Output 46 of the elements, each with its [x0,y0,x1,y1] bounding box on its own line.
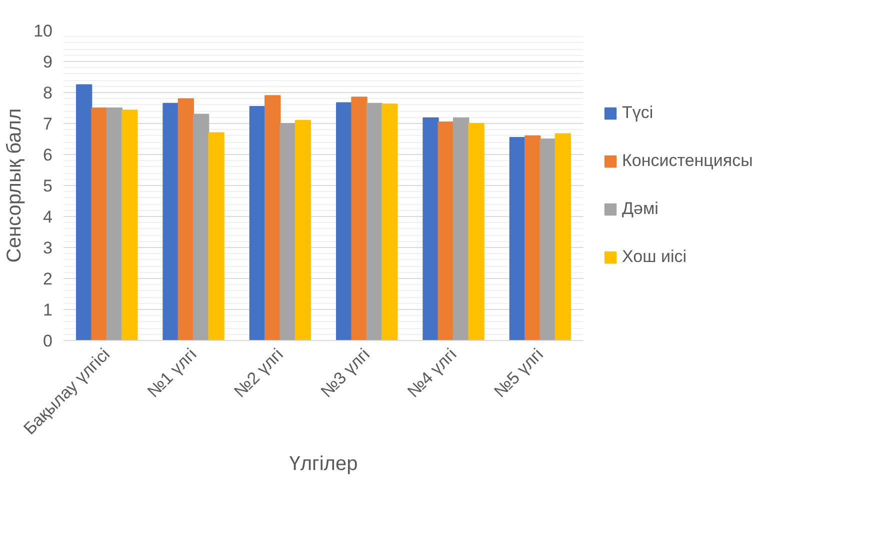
y-tick-label: 2 [43,270,53,288]
bar [122,110,138,340]
bar [91,108,108,340]
bar [468,123,484,340]
bar [351,96,368,340]
bar [280,123,296,340]
y-tick-label: 8 [43,84,53,102]
y-axis-title: Сенсорлық балл [4,108,26,263]
y-tick-label: 6 [43,146,53,164]
bar [366,102,382,340]
x-tick-label: №2 үлгі [230,344,287,402]
legend-label: Түсі [622,103,654,123]
x-tick-label: №5 үлгі [490,344,547,402]
y-tick-label: 0 [43,332,53,350]
bar [438,121,454,340]
bar [422,117,439,340]
x-axis-title: Үлгілер [289,453,358,476]
y-tick-label: 3 [43,238,53,258]
bar [540,138,556,340]
y-tick-label: 7 [43,114,53,134]
bar [509,136,526,340]
bar [208,132,224,340]
bar [162,102,179,340]
legend-label: Консистенциясы [622,151,753,171]
bar [453,117,470,340]
bar [106,108,122,340]
y-tick-label: 9 [43,52,53,72]
bar [294,120,311,340]
y-tick-label: 5 [43,176,53,196]
bar [382,103,398,340]
bar [178,98,194,340]
x-tick-label: №4 үлгі [404,344,460,402]
legend-label: Хош иісі [622,247,687,267]
bar [193,114,210,340]
bar [554,133,571,340]
bar [524,135,541,340]
y-tick-label: 10 [34,22,53,40]
x-tick-label: №1 үлгі [144,344,200,402]
legend-label: Дәмі [622,199,658,219]
y-tick-label: 1 [43,300,53,320]
bar [264,95,281,340]
x-tick-label: №3 үлгі [317,344,374,402]
y-tick-label: 4 [43,208,53,226]
bar [249,106,266,340]
bar [76,84,92,340]
bar [336,102,352,340]
